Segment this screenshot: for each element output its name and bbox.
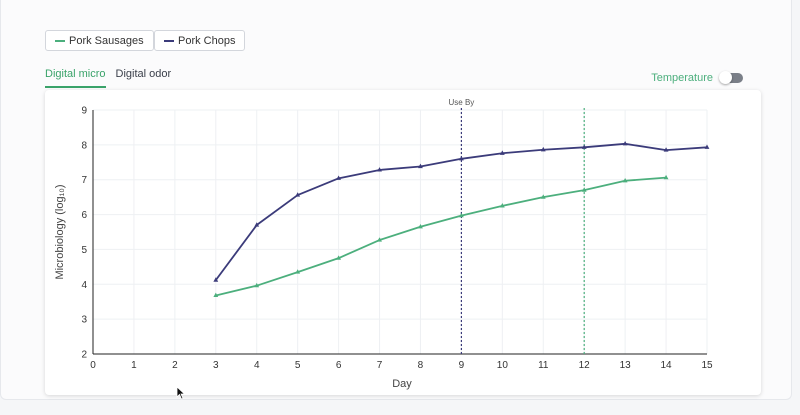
data-point bbox=[418, 163, 423, 169]
x-tick-label: 10 bbox=[497, 360, 509, 371]
y-tick-label: 2 bbox=[81, 350, 87, 361]
data-point bbox=[540, 146, 546, 152]
x-tick-label: 11 bbox=[538, 360, 549, 371]
legend-label: Pork Chops bbox=[178, 34, 236, 47]
view-tabs: Digital micro Digital odor bbox=[45, 68, 181, 88]
legend-button-0[interactable]: Pork Sausages bbox=[45, 30, 154, 51]
y-tick-label: 4 bbox=[81, 280, 87, 291]
legend-swatch bbox=[55, 39, 65, 42]
data-point bbox=[295, 269, 301, 274]
legend-label: Pork Sausages bbox=[69, 34, 144, 47]
data-point bbox=[499, 203, 505, 208]
data-point bbox=[418, 223, 423, 229]
toggle-knob bbox=[719, 71, 732, 84]
data-point bbox=[622, 177, 628, 183]
tab-digital-micro[interactable]: Digital micro bbox=[45, 68, 106, 88]
x-tick-label: 8 bbox=[418, 360, 424, 371]
y-tick-label: 5 bbox=[81, 245, 87, 256]
data-point bbox=[581, 144, 587, 149]
mouse-cursor-icon bbox=[176, 386, 186, 400]
x-tick-label: 4 bbox=[254, 360, 260, 371]
data-point bbox=[540, 194, 546, 199]
y-axis-title: Microbiology (log₁₀) bbox=[54, 184, 66, 279]
x-axis-title: Day bbox=[392, 378, 412, 390]
x-tick-label: 12 bbox=[579, 360, 591, 371]
tab-digital-odor[interactable]: Digital odor bbox=[115, 68, 172, 80]
data-point bbox=[704, 144, 710, 149]
data-point bbox=[295, 192, 301, 197]
y-tick-label: 8 bbox=[81, 140, 87, 151]
y-tick-label: 7 bbox=[81, 175, 87, 186]
x-tick-label: 1 bbox=[131, 360, 137, 371]
data-point bbox=[213, 292, 219, 298]
data-point bbox=[336, 175, 341, 180]
x-tick-label: 9 bbox=[459, 360, 465, 371]
x-tick-label: 2 bbox=[172, 360, 178, 371]
x-tick-label: 7 bbox=[377, 360, 383, 371]
temperature-toggle-group: Temperature bbox=[651, 71, 743, 84]
legend-swatch bbox=[164, 39, 174, 42]
data-point bbox=[377, 167, 382, 172]
data-point bbox=[254, 222, 260, 227]
data-point bbox=[581, 187, 587, 192]
data-point bbox=[499, 150, 505, 155]
x-tick-label: 0 bbox=[90, 360, 96, 371]
reference-line-label: Use By bbox=[449, 98, 475, 107]
x-tick-label: 6 bbox=[336, 360, 342, 371]
x-tick-label: 15 bbox=[701, 360, 713, 371]
data-point bbox=[663, 174, 669, 180]
data-point bbox=[213, 277, 219, 282]
data-point bbox=[377, 237, 382, 242]
x-tick-label: 14 bbox=[661, 360, 673, 371]
series-line bbox=[215, 176, 667, 297]
x-tick-label: 3 bbox=[213, 360, 219, 371]
temperature-toggle-label: Temperature bbox=[651, 72, 713, 84]
data-point bbox=[663, 147, 669, 152]
legend-button-1[interactable]: Pork Chops bbox=[154, 30, 246, 51]
data-point bbox=[622, 141, 628, 146]
data-point bbox=[459, 212, 464, 218]
y-tick-label: 3 bbox=[81, 315, 87, 326]
data-point bbox=[336, 255, 341, 260]
product-panel: Pork Sausages Pork Chops Digital micro Di… bbox=[0, 0, 792, 400]
data-point bbox=[254, 282, 260, 288]
y-tick-label: 6 bbox=[81, 210, 87, 221]
data-point bbox=[459, 156, 464, 161]
temperature-toggle[interactable] bbox=[719, 71, 743, 84]
y-tick-label: 9 bbox=[81, 106, 87, 117]
x-tick-label: 13 bbox=[620, 360, 632, 371]
chart-container: 2 3 4 5 6 7 8 9 0 1 2 3 4 5 6 7 8 9 10 11 12 13 14 15 Day Microbi… bbox=[45, 90, 761, 395]
x-tick-label: 5 bbox=[295, 360, 301, 371]
